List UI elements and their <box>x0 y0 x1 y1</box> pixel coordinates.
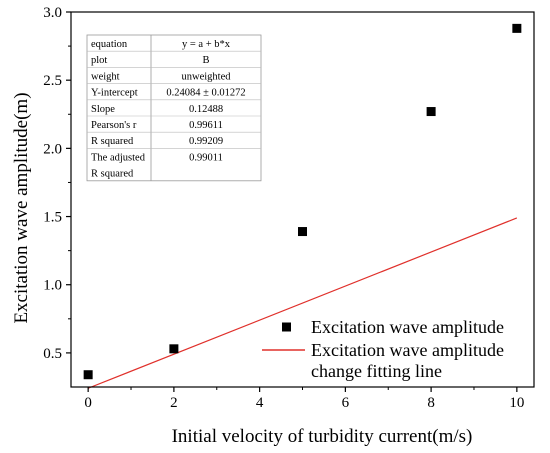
legend: Excitation wave amplitude Excitation wave… <box>262 317 504 381</box>
table-frame <box>86 34 262 182</box>
data-point <box>512 23 522 33</box>
plot-area <box>83 23 522 389</box>
y-tick-label: 2.0 <box>43 141 62 157</box>
y-tick-label: 1.5 <box>43 210 62 226</box>
x-tick-label: 4 <box>256 395 264 411</box>
legend-marker-square <box>282 322 291 332</box>
data-point <box>426 107 436 117</box>
table-key: R squared <box>91 136 134 147</box>
y-tick-label: 2.5 <box>43 73 62 89</box>
legend-label-scatter: Excitation wave amplitude <box>311 317 504 337</box>
table-key: Slope <box>91 104 115 115</box>
table-key: plot <box>91 55 107 66</box>
y-tick-label: 0.5 <box>43 346 62 362</box>
x-tick-label: 0 <box>84 395 92 411</box>
fit-line <box>87 217 518 389</box>
x-tick-label: 6 <box>342 395 350 411</box>
axes: 0 2 4 6 8 10 0.5 1.0 1.5 2.0 2.5 3.0 <box>43 5 535 411</box>
table-value: B <box>202 55 209 66</box>
table-key: The adjusted R squared <box>91 152 146 179</box>
table-value: unweighted <box>182 71 232 82</box>
table-value: 0.99011 <box>189 152 223 163</box>
y-tick-label: 3.0 <box>43 5 62 21</box>
table-value: 0.99209 <box>189 136 223 147</box>
table-key: Y-intercept <box>91 88 138 99</box>
data-point <box>83 370 93 380</box>
table-key: Pearson's r <box>91 120 137 131</box>
y-tick-label: 1.0 <box>43 278 62 294</box>
x-tick-label: 8 <box>427 395 435 411</box>
table-value: 0.12488 <box>189 104 223 115</box>
data-point <box>169 344 179 354</box>
x-tick-label: 10 <box>509 395 524 411</box>
table-value: 0.99611 <box>189 120 223 131</box>
x-tick-label: 2 <box>170 395 178 411</box>
table-key: weight <box>91 71 120 82</box>
table-value: y = a + b*x <box>182 39 231 50</box>
x-axis-label: Initial velocity of turbidity current(m/… <box>172 426 473 447</box>
legend-label-fit: Excitation wave amplitude change fitting … <box>311 340 504 381</box>
table-key: equation <box>91 39 128 50</box>
y-axis-label: Excitation wave amplitude(m) <box>11 92 32 323</box>
data-point <box>298 227 307 237</box>
table-value: 0.24084 ± 0.01272 <box>166 88 245 99</box>
